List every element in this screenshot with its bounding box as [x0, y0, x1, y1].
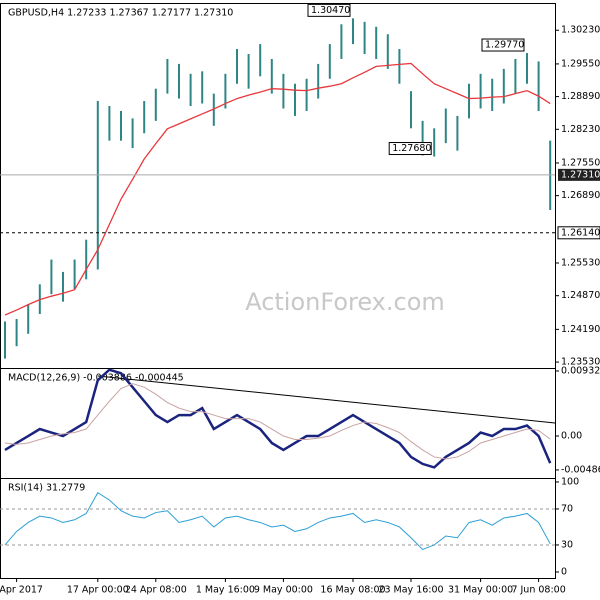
y-tick-label: 1.24190 [561, 324, 600, 335]
level-box [557, 226, 600, 240]
y-tick-label: 1.26890 [561, 190, 600, 201]
x-tick-label: 31 May 00:00 [448, 585, 513, 596]
y-tick-label: 1.28890 [561, 91, 600, 102]
annotation-box [307, 3, 351, 17]
series-line [4, 368, 552, 469]
y-tick-label: -0.004866 [561, 464, 600, 475]
panel-frame [0, 478, 556, 579]
y-tick-label: 0 [561, 566, 567, 577]
series-line [4, 383, 551, 460]
y-tick-label: 100 [561, 476, 579, 487]
series-line [4, 62, 551, 316]
annotation-box [481, 38, 525, 52]
x-tick-label: 7 Jun 08:00 [511, 585, 565, 596]
y-tick-label: 0.00 [561, 431, 582, 442]
x-tick-label: 16 May 08:00 [320, 585, 385, 596]
panel-title: MACD(12,26,9) -0.003886 -0.000445 [8, 373, 184, 384]
watermark: ActionForex.com [245, 288, 445, 316]
annotation-box [388, 142, 432, 156]
annotation-label: 1.29770 [485, 40, 524, 51]
y-tick-label: 1.27550 [561, 157, 600, 168]
y-tick-label: 1.25530 [561, 258, 600, 269]
series-line [4, 492, 551, 551]
annotation-label: 1.30470 [311, 5, 350, 16]
x-tick-label: 1 May 16:00 [196, 585, 255, 596]
annotation-label: 1.27680 [392, 143, 431, 154]
x-tick-label: 17 Apr 00:00 [67, 585, 129, 596]
y-tick-label: 30 [561, 539, 573, 550]
level-label: 1.26140 [561, 227, 600, 238]
y-tick-label: 0.009321 [561, 365, 600, 376]
trendline [97, 375, 556, 424]
y-tick-label: 1.28230 [561, 124, 600, 135]
panel-title: GBPUSD,H4 1.27233 1.27367 1.27177 1.2731… [8, 8, 233, 19]
current-label: 1.27310 [561, 169, 600, 180]
y-tick-label: 70 [561, 503, 573, 514]
x-tick-label: 9 May 00:00 [254, 585, 313, 596]
x-tick-label: 23 May 16:00 [378, 585, 443, 596]
y-tick-label: 1.29550 [561, 58, 600, 69]
y-tick-label: 1.23530 [561, 357, 600, 368]
panel-title: RSI(14) 31.2779 [8, 483, 85, 494]
current-box [558, 168, 600, 181]
y-tick-label: 1.30230 [561, 25, 600, 36]
x-tick-label: 7 Apr 2017 [0, 585, 43, 596]
y-tick-label: 1.24870 [561, 290, 600, 301]
x-tick-label: 24 Apr 08:00 [125, 585, 187, 596]
